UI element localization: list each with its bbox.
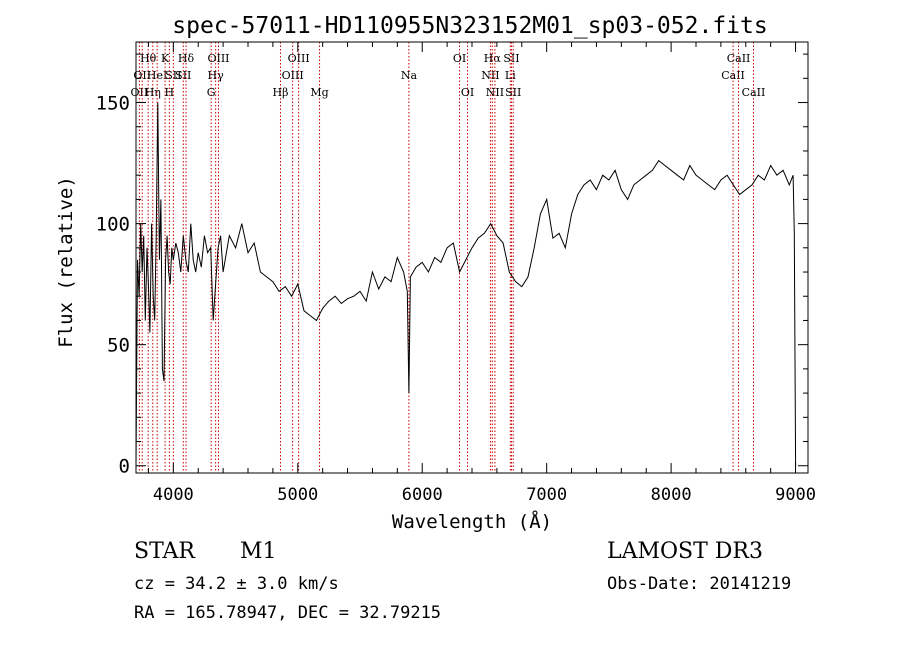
spectral-line-label: Hη <box>145 86 161 99</box>
spectral-line-label: SII <box>503 52 519 65</box>
x-tick-label: 8000 <box>651 485 692 505</box>
spectral-line-label: CaII <box>727 52 751 65</box>
spectral-line-label: NII <box>486 86 504 99</box>
x-tick-label: 4000 <box>153 485 194 505</box>
y-axis-label: Flux (relative) <box>55 176 77 348</box>
spectral-line-label: Hθ <box>140 52 157 65</box>
plot-frame <box>135 41 809 474</box>
object-class: STAR <box>134 539 195 564</box>
spectral-line-label: OIII <box>282 69 304 82</box>
spectral-line-label: OIII <box>288 52 310 65</box>
x-tick-label: 7000 <box>526 485 567 505</box>
spectral-line-label: CaII <box>721 69 745 82</box>
spectral-line-label: CaII <box>742 86 766 99</box>
spectral-line-label: OI <box>461 86 474 99</box>
chart-title: spec-57011-HD110955N323152M01_sp03-052.f… <box>172 13 767 39</box>
spectral-line-label: H <box>165 86 175 99</box>
coordinates: RA = 165.78947, DEC = 32.79215 <box>134 603 442 623</box>
spectral-line-markers: OIIOIIHθHηHeIKHSIIHδSIIGHγOIIIHβOIIIOIII… <box>131 42 766 473</box>
spectral-line-label: K <box>161 52 170 65</box>
spectral-line-label: Hδ <box>178 52 195 65</box>
spectral-line-label: NII <box>481 69 499 82</box>
spectral-line-label: Hγ <box>208 69 225 82</box>
x-axis-label: Wavelength (Å) <box>392 510 552 533</box>
x-tick-label: 6000 <box>402 485 443 505</box>
observation-date: Obs-Date: 20141219 <box>607 574 792 594</box>
spectral-line-label: Hβ <box>273 86 289 99</box>
spectral-line-label: HeI <box>147 69 167 82</box>
y-tick-label: 0 <box>119 456 130 478</box>
spectral-line-label: Li <box>505 69 516 82</box>
spectral-line-label: SII <box>165 69 181 82</box>
spectral-line-label: Na <box>401 69 418 82</box>
y-axis-ticks: 0 50 100 150 <box>96 53 808 478</box>
spectral-line-label: OIII <box>207 52 229 65</box>
object-subclass: M1 <box>240 539 277 564</box>
redshift-value: cz = 34.2 ± 3.0 km/s <box>134 574 339 594</box>
y-tick-label: 50 <box>107 335 130 357</box>
x-axis-ticks: 4000 5000 6000 7000 8000 9000 <box>147 42 816 505</box>
y-tick-label: 150 <box>96 93 130 115</box>
spectral-line-label: OI <box>453 52 466 65</box>
spectrum-line <box>135 102 797 466</box>
x-tick-label: 5000 <box>277 485 318 505</box>
spectral-line-label: Hα <box>484 52 502 65</box>
y-tick-label: 100 <box>96 214 130 236</box>
spectral-line-label: G <box>207 86 216 99</box>
survey-name: LAMOST DR3 <box>607 539 763 564</box>
spectral-line-label: OII <box>131 86 149 99</box>
spectral-line-label: SII <box>505 86 521 99</box>
x-tick-label: 9000 <box>775 485 816 505</box>
spectral-line-label: Mg <box>310 86 328 99</box>
spectral-line-label: SII <box>175 69 191 82</box>
